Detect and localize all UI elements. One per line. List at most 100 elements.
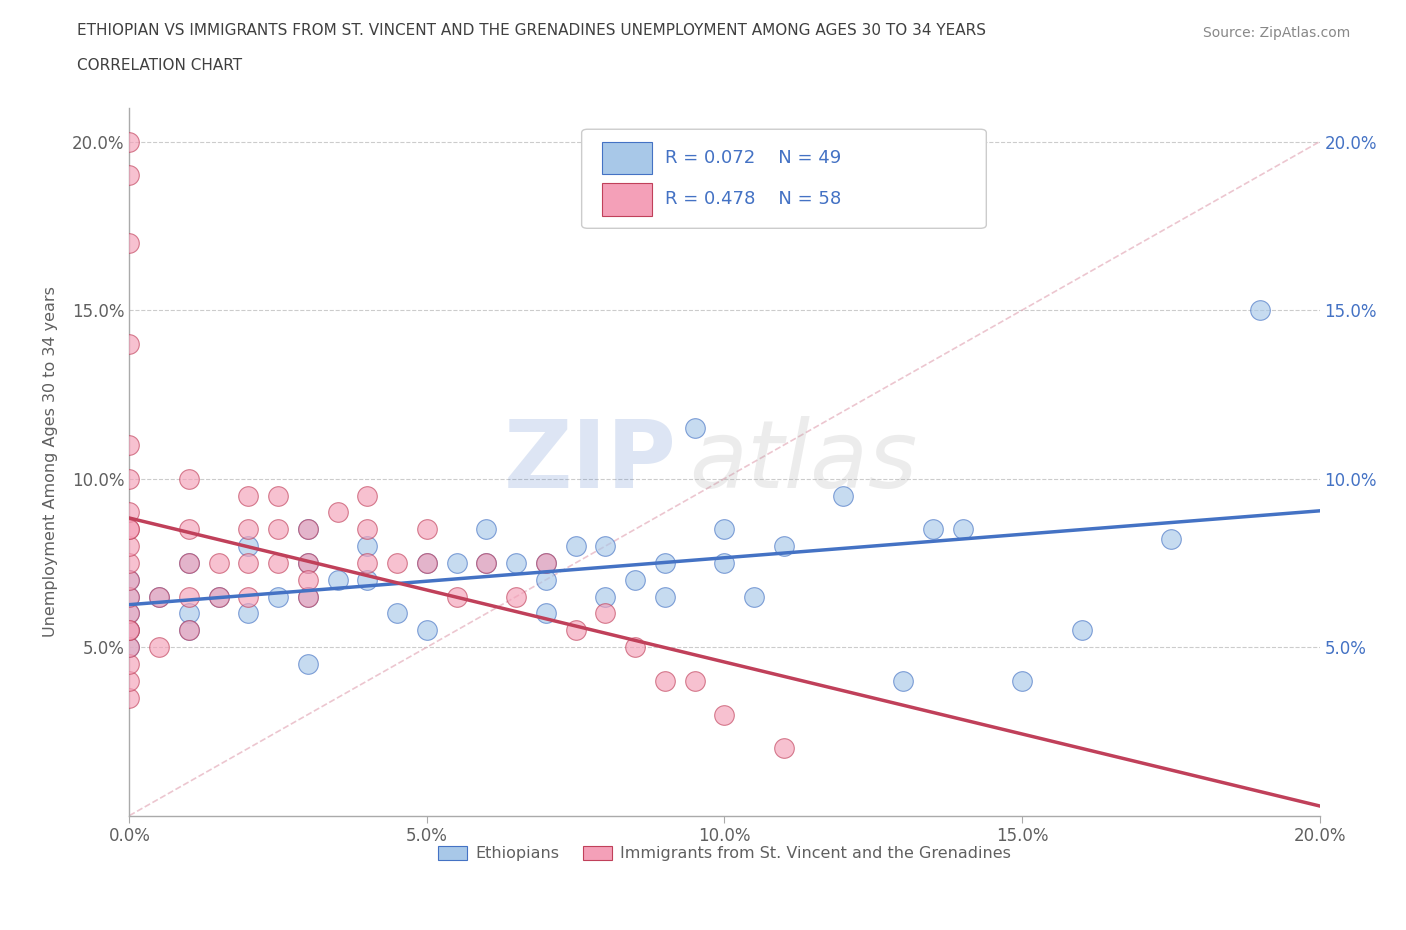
Point (713, 707, 735, 722)
Point (238, 522, 260, 537)
Point (713, 522, 735, 537)
Point (297, 572, 319, 587)
Point (238, 589, 260, 604)
Point (326, 505, 349, 520)
Text: ETHIOPIAN VS IMMIGRANTS FROM ST. VINCENT AND THE GRENADINES UNEMPLOYMENT AMONG A: ETHIOPIAN VS IMMIGRANTS FROM ST. VINCENT… (77, 23, 987, 38)
Point (297, 589, 319, 604)
Point (416, 522, 439, 537)
Point (385, 555, 408, 570)
Point (118, 168, 141, 183)
Point (475, 555, 498, 570)
Point (267, 488, 290, 503)
Point (595, 538, 617, 553)
Point (118, 623, 141, 638)
Point (356, 572, 378, 587)
Point (505, 555, 527, 570)
Text: R = 0.478    N = 58: R = 0.478 N = 58 (665, 190, 841, 207)
Point (654, 673, 676, 688)
Point (267, 589, 290, 604)
Point (356, 488, 378, 503)
Point (446, 555, 468, 570)
Point (148, 589, 170, 604)
Point (297, 555, 319, 570)
Point (118, 640, 141, 655)
Point (595, 606, 617, 621)
Point (534, 555, 557, 570)
Point (683, 420, 706, 435)
Point (118, 572, 141, 587)
Point (177, 606, 200, 621)
Point (1011, 673, 1033, 688)
Point (118, 522, 141, 537)
Point (475, 555, 498, 570)
Point (446, 589, 468, 604)
Point (118, 623, 141, 638)
Point (118, 640, 141, 655)
Point (654, 555, 676, 570)
Point (118, 472, 141, 486)
Point (177, 623, 200, 638)
Point (297, 522, 319, 537)
Point (624, 640, 647, 655)
Point (238, 488, 260, 503)
Point (118, 623, 141, 638)
Y-axis label: Unemployment Among Ages 30 to 34 years: Unemployment Among Ages 30 to 34 years (44, 286, 58, 637)
Point (297, 657, 319, 671)
Point (564, 538, 586, 553)
Point (297, 522, 319, 537)
Point (177, 522, 200, 537)
Point (683, 673, 706, 688)
Point (118, 337, 141, 352)
Point (238, 555, 260, 570)
Point (208, 555, 231, 570)
Point (356, 522, 378, 537)
Point (118, 589, 141, 604)
Point (356, 538, 378, 553)
Point (177, 555, 200, 570)
Point (118, 505, 141, 520)
Text: CORRELATION CHART: CORRELATION CHART (77, 58, 242, 73)
Point (118, 555, 141, 570)
Point (595, 589, 617, 604)
Point (177, 623, 200, 638)
Point (385, 606, 408, 621)
Legend: Ethiopians, Immigrants from St. Vincent and the Grenadines: Ethiopians, Immigrants from St. Vincent … (432, 840, 1017, 868)
Point (148, 589, 170, 604)
Point (238, 538, 260, 553)
Point (475, 522, 498, 537)
Point (832, 488, 855, 503)
Point (416, 623, 439, 638)
Point (952, 522, 974, 537)
Point (1070, 623, 1092, 638)
Point (118, 437, 141, 452)
Point (177, 555, 200, 570)
Point (921, 522, 943, 537)
Text: ZIP: ZIP (503, 416, 676, 508)
FancyBboxPatch shape (602, 183, 652, 216)
Point (297, 555, 319, 570)
Point (148, 640, 170, 655)
FancyBboxPatch shape (582, 129, 987, 228)
Point (297, 589, 319, 604)
Point (416, 555, 439, 570)
Point (118, 589, 141, 604)
Point (118, 134, 141, 149)
Point (177, 472, 200, 486)
Point (534, 572, 557, 587)
Point (654, 589, 676, 604)
Point (891, 673, 914, 688)
Point (742, 589, 765, 604)
Point (177, 589, 200, 604)
Text: atlas: atlas (689, 417, 917, 507)
Point (118, 572, 141, 587)
Point (713, 555, 735, 570)
Point (1249, 303, 1271, 318)
Point (118, 673, 141, 688)
Point (208, 589, 231, 604)
Point (118, 657, 141, 671)
FancyBboxPatch shape (602, 142, 652, 174)
Point (534, 555, 557, 570)
Point (534, 606, 557, 621)
Point (773, 741, 796, 756)
Point (118, 606, 141, 621)
